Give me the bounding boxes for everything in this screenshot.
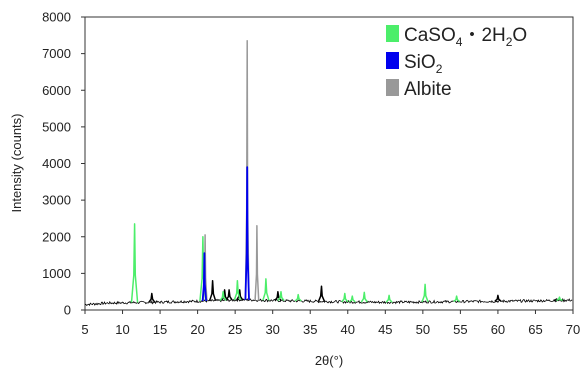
y-tick-label-4: 4000: [42, 156, 71, 171]
y-tick-label-2: 2000: [42, 229, 71, 244]
gypsum-peak-13: [556, 296, 563, 302]
plot-area-frame: [84, 16, 574, 311]
other-peak-0: [148, 292, 156, 303]
y-tick-label-3: 3000: [42, 193, 71, 208]
x-tick-label-11: 60: [491, 322, 505, 337]
x-tick-label-6: 35: [303, 322, 317, 337]
x-tick-label-2: 15: [153, 322, 167, 337]
legend-swatch-quartz: [386, 52, 399, 69]
legend-swatch-gypsum: [386, 25, 399, 42]
x-tick-label-5: 30: [265, 322, 279, 337]
legend-swatch-albite: [386, 79, 399, 96]
gypsum-peak-6: [294, 293, 302, 302]
other-peak-2: [220, 289, 229, 301]
y-tick-label-6: 6000: [42, 83, 71, 98]
y-tick-label-7: 7000: [42, 46, 71, 61]
gypsum-peak-10: [385, 294, 393, 303]
x-tick-label-13: 70: [566, 322, 580, 337]
legend: CaSO4・2H2O SiO2 Albite: [386, 25, 527, 100]
y-tick-label-5: 5000: [42, 119, 71, 134]
x-tick-label-7: 40: [341, 322, 355, 337]
x-tick-label-12: 65: [528, 322, 542, 337]
albite-peak-2: [254, 225, 260, 301]
x-axis-title: 2θ(°): [315, 353, 343, 368]
other-peak-4: [236, 289, 244, 301]
gypsum-peak-11: [421, 283, 429, 303]
legend-label-quartz: SiO2: [404, 52, 443, 76]
quartz-peak-0: [201, 252, 208, 302]
y-axis-title: Intensity (counts): [9, 114, 24, 213]
other-peak-3: [225, 289, 233, 301]
x-tick-label-3: 20: [190, 322, 204, 337]
gypsum-peak-5: [277, 290, 285, 302]
gypsum-peak-2: [219, 290, 227, 301]
gypsum-peak-7: [341, 292, 349, 303]
x-tick-label-8: 45: [378, 322, 392, 337]
gypsum-peak-0: [130, 223, 139, 303]
gypsum-peak-8: [348, 295, 356, 303]
x-tick-label-10: 55: [453, 322, 467, 337]
gypsum-peak-9: [360, 291, 368, 303]
y-tick-label-0: 0: [64, 303, 71, 318]
other-peak-6: [317, 285, 326, 302]
other-peak-7: [494, 294, 502, 302]
baseline-trace: [84, 297, 573, 307]
series-layer: [84, 40, 573, 307]
legend-label-albite: Albite: [404, 79, 452, 100]
x-tick-label-9: 50: [416, 322, 430, 337]
legend-label-gypsum: CaSO4・2H2O: [404, 25, 527, 49]
y-axis-ticks: 0 1000 2000 3000 4000 5000 6000 7000 8000: [42, 10, 85, 318]
x-axis-ticks: 5 10 15 20 25 30 35 40 45 50 55 60 65 70: [81, 310, 580, 337]
gypsum-peak-3: [233, 279, 242, 301]
quartz-peak-1: [244, 166, 250, 300]
x-tick-label-1: 10: [115, 322, 129, 337]
gypsum-peak-12: [453, 295, 461, 303]
y-tick-label-8: 8000: [42, 10, 71, 25]
gypsum-peak-4: [262, 278, 270, 301]
x-tick-label-4: 25: [228, 322, 242, 337]
y-tick-label-1: 1000: [42, 266, 71, 281]
x-tick-label-0: 5: [81, 322, 88, 337]
other-peak-1: [208, 279, 217, 302]
